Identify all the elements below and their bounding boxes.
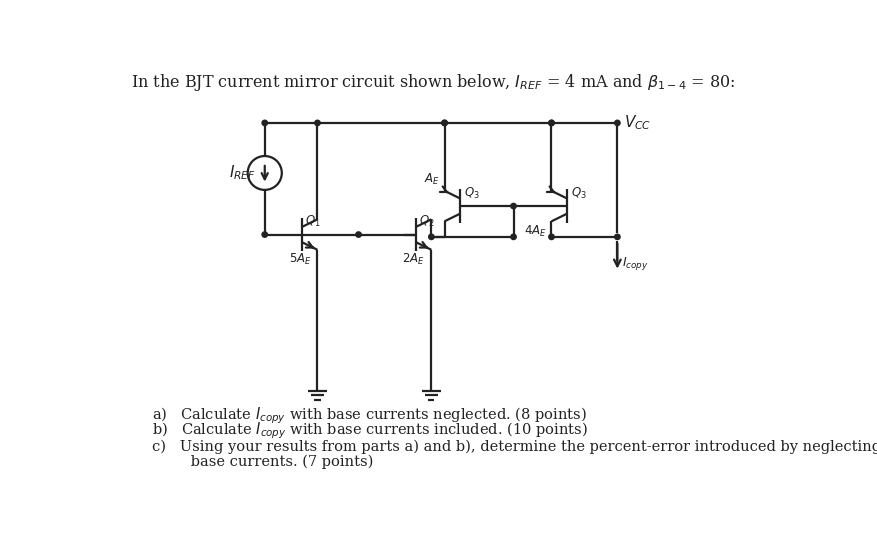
Text: c)   Using your results from parts a) and b), determine the percent-error introd: c) Using your results from parts a) and … [153, 439, 877, 453]
Text: $I_{REF}$: $I_{REF}$ [228, 163, 255, 182]
Circle shape [548, 120, 553, 125]
Circle shape [441, 120, 446, 125]
Circle shape [510, 204, 516, 209]
Circle shape [261, 232, 267, 237]
Text: $V_{CC}$: $V_{CC}$ [623, 113, 650, 132]
Circle shape [355, 232, 360, 237]
Text: $2A_E$: $2A_E$ [402, 252, 424, 267]
Circle shape [614, 120, 619, 125]
Circle shape [428, 234, 433, 239]
Circle shape [261, 120, 267, 125]
Text: base currents. (7 points): base currents. (7 points) [163, 454, 374, 469]
Text: $5A_E$: $5A_E$ [289, 252, 310, 267]
Circle shape [548, 120, 553, 125]
Text: $Q_1$: $Q_1$ [304, 214, 320, 230]
Circle shape [614, 234, 619, 239]
Circle shape [314, 120, 320, 125]
Text: $Q_3$: $Q_3$ [570, 186, 586, 201]
Circle shape [548, 234, 553, 239]
Text: $4A_E$: $4A_E$ [524, 224, 546, 239]
Text: In the BJT current mirror circuit shown below, $I_{REF}$ = 4 mA and $\beta_{1-4}: In the BJT current mirror circuit shown … [132, 72, 735, 93]
Circle shape [441, 120, 446, 125]
Text: $Q_2$: $Q_2$ [418, 214, 434, 230]
Text: b)   Calculate $I_{copy}$ with base currents included. (10 points): b) Calculate $I_{copy}$ with base curren… [153, 421, 588, 441]
Text: $I_{copy}$: $I_{copy}$ [621, 255, 648, 273]
Text: $A_E$: $A_E$ [424, 172, 439, 187]
Text: $Q_3$: $Q_3$ [463, 186, 479, 201]
Circle shape [510, 234, 516, 239]
Text: a)   Calculate $I_{copy}$ with base currents neglected. (8 points): a) Calculate $I_{copy}$ with base curren… [153, 405, 587, 426]
